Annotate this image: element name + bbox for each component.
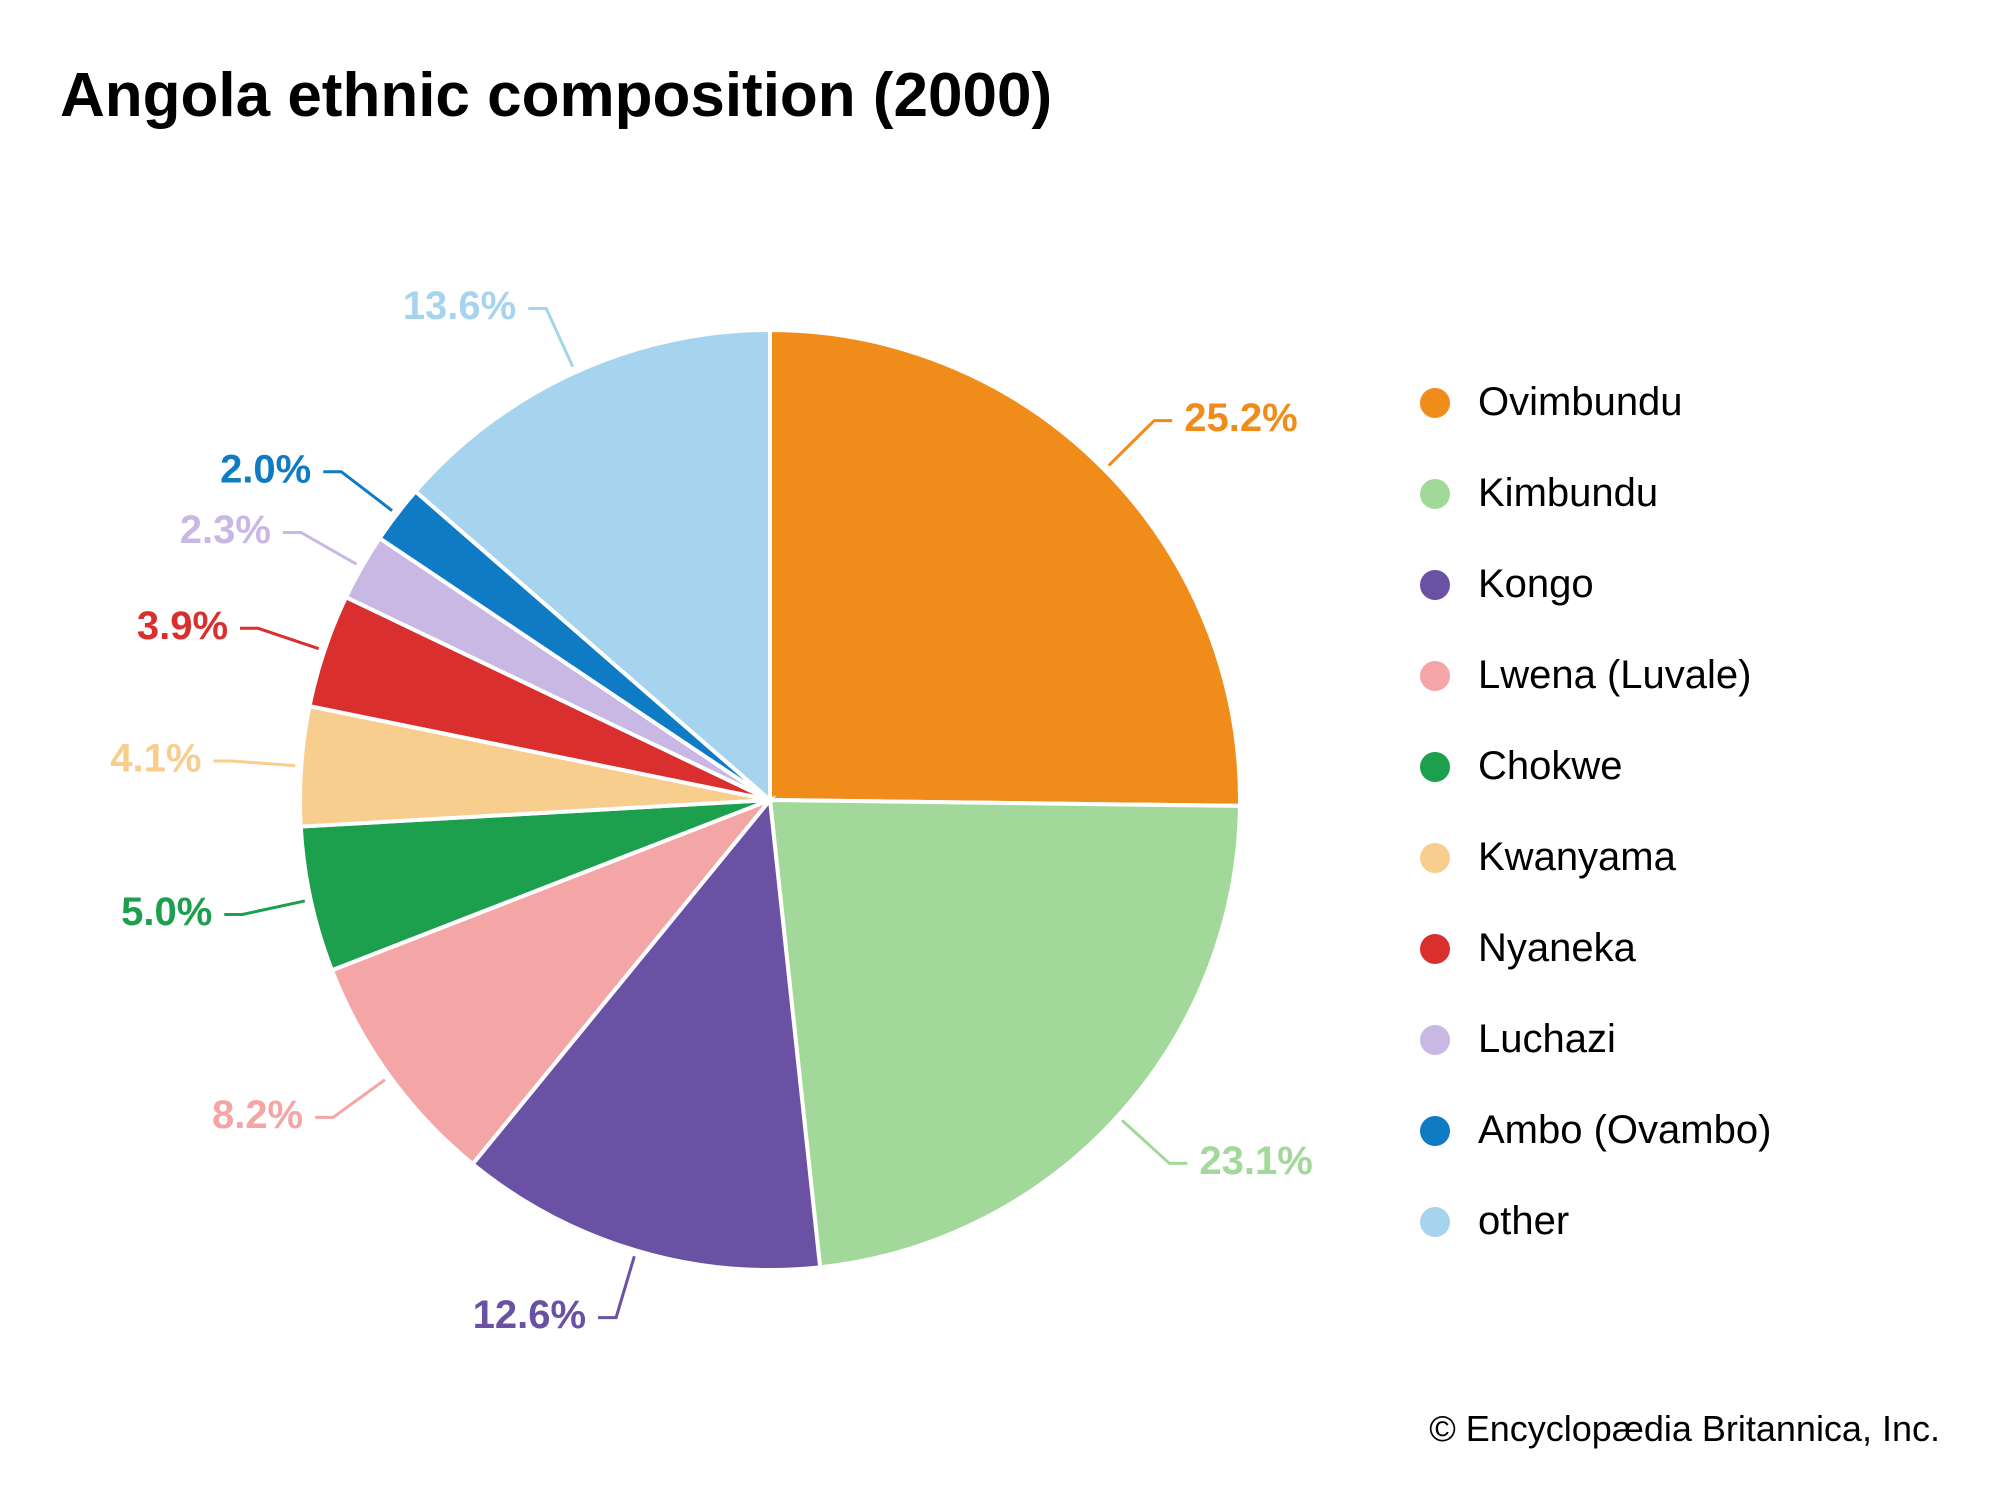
legend-item: Kongo: [1420, 562, 1771, 607]
legend-item: other: [1420, 1199, 1771, 1244]
slice-label: 23.1%: [1199, 1139, 1312, 1183]
legend-label: Ambo (Ovambo): [1478, 1108, 1771, 1153]
legend-label: Luchazi: [1478, 1017, 1616, 1062]
leader-line: [213, 761, 295, 766]
legend-swatch: [1420, 934, 1450, 964]
slice-label: 13.6%: [403, 284, 516, 328]
legend-item: Ambo (Ovambo): [1420, 1108, 1771, 1153]
legend-label: Chokwe: [1478, 744, 1623, 789]
leader-line: [1122, 1120, 1187, 1163]
legend-item: Nyaneka: [1420, 926, 1771, 971]
legend-swatch: [1420, 1116, 1450, 1146]
slice-label: 2.0%: [220, 447, 311, 491]
legend-label: Kongo: [1478, 562, 1594, 607]
pie-slice: [770, 330, 1240, 806]
legend-swatch: [1420, 388, 1450, 418]
leader-line: [240, 628, 319, 648]
legend-label: Ovimbundu: [1478, 380, 1683, 425]
leader-line: [1109, 421, 1173, 466]
slice-label: 4.1%: [110, 737, 201, 781]
legend: Ovimbundu Kimbundu Kongo Lwena (Luvale) Chok…: [1420, 380, 1771, 1290]
pie-svg: 25.2% 23.1% 12.6% 8.2% 5.0% 4.1% 3.9% 2.3% 2.0% 1…: [90, 120, 1450, 1480]
legend-label: Kimbundu: [1478, 471, 1658, 516]
legend-label: Kwanyama: [1478, 835, 1676, 880]
pie-slice: [770, 800, 1240, 1267]
legend-label: Lwena (Luvale): [1478, 653, 1752, 698]
slice-label: 2.3%: [180, 508, 271, 552]
legend-swatch: [1420, 479, 1450, 509]
slice-label: 5.0%: [121, 890, 212, 934]
legend-swatch: [1420, 661, 1450, 691]
legend-label: other: [1478, 1199, 1569, 1244]
legend-item: Kwanyama: [1420, 835, 1771, 880]
leader-line: [528, 309, 573, 367]
leader-line: [315, 1080, 385, 1118]
legend-swatch: [1420, 1207, 1450, 1237]
attribution: © Encyclopædia Britannica, Inc.: [1429, 1408, 1940, 1450]
leader-line: [598, 1256, 634, 1317]
legend-swatch: [1420, 752, 1450, 782]
legend-item: Ovimbundu: [1420, 380, 1771, 425]
legend-item: Kimbundu: [1420, 471, 1771, 516]
leader-line: [323, 472, 392, 511]
leader-line: [224, 901, 305, 915]
legend-swatch: [1420, 1025, 1450, 1055]
legend-label: Nyaneka: [1478, 926, 1636, 971]
legend-item: Luchazi: [1420, 1017, 1771, 1062]
legend-swatch: [1420, 843, 1450, 873]
slice-label: 25.2%: [1184, 396, 1297, 440]
slice-label: 8.2%: [212, 1093, 303, 1137]
legend-item: Chokwe: [1420, 744, 1771, 789]
legend-swatch: [1420, 570, 1450, 600]
slice-label: 12.6%: [473, 1293, 586, 1337]
leader-line: [283, 532, 357, 564]
pie-chart: 25.2% 23.1% 12.6% 8.2% 5.0% 4.1% 3.9% 2.3% 2.0% 1…: [90, 120, 1450, 1480]
slice-label: 3.9%: [137, 604, 228, 648]
legend-item: Lwena (Luvale): [1420, 653, 1771, 698]
